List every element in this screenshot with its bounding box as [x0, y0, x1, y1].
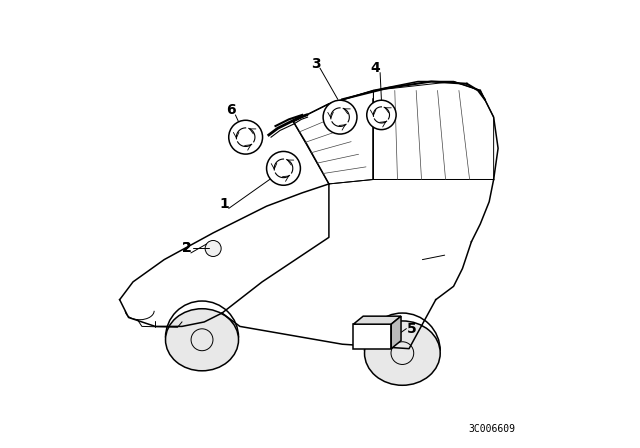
- Circle shape: [267, 151, 300, 185]
- Ellipse shape: [365, 321, 440, 385]
- Polygon shape: [391, 316, 401, 349]
- Text: 2: 2: [182, 241, 191, 255]
- Text: 6: 6: [226, 103, 236, 117]
- Text: 3C006609: 3C006609: [468, 424, 515, 434]
- Polygon shape: [353, 316, 401, 324]
- Polygon shape: [353, 324, 391, 349]
- Text: 1: 1: [220, 197, 229, 211]
- Circle shape: [323, 100, 357, 134]
- Ellipse shape: [166, 309, 239, 371]
- Text: 5: 5: [407, 322, 417, 336]
- Circle shape: [205, 241, 221, 257]
- Circle shape: [367, 100, 396, 129]
- Text: 3: 3: [311, 57, 321, 71]
- Text: 4: 4: [371, 61, 381, 75]
- Circle shape: [228, 120, 262, 154]
- Text: 2: 2: [182, 241, 191, 255]
